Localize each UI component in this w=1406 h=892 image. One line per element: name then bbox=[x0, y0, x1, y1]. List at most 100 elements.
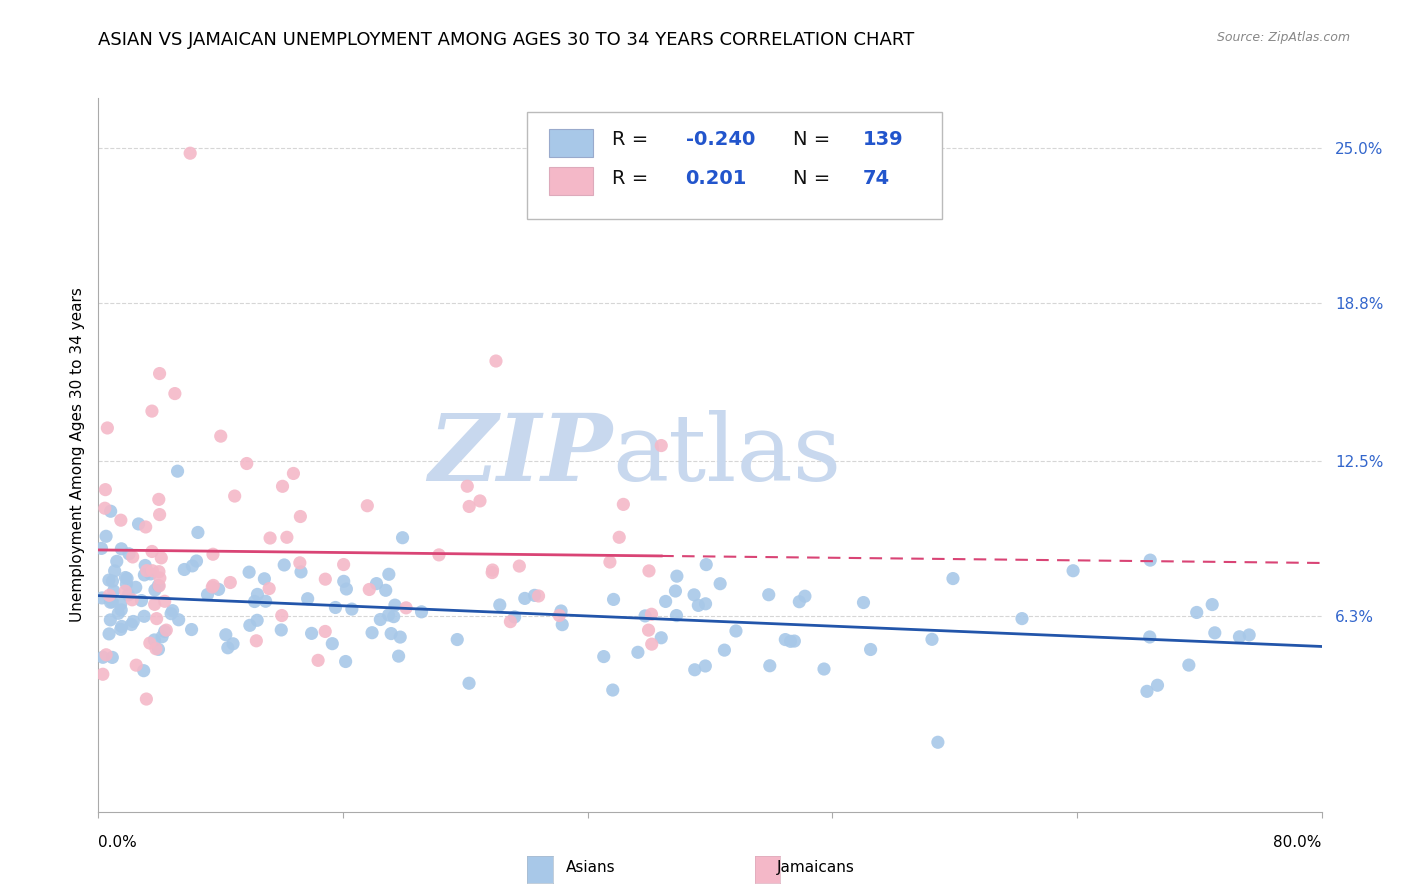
Point bbox=[150, 630, 173, 644]
Point bbox=[290, 565, 312, 579]
Point bbox=[548, 608, 571, 623]
Point bbox=[637, 623, 659, 637]
Point bbox=[301, 626, 323, 640]
Text: ASIAN VS JAMAICAN UNEMPLOYMENT AMONG AGES 30 TO 34 YEARS CORRELATION CHART: ASIAN VS JAMAICAN UNEMPLOYMENT AMONG AGE… bbox=[98, 31, 915, 49]
Point bbox=[1201, 598, 1223, 612]
Point bbox=[224, 489, 246, 503]
Point bbox=[758, 588, 780, 602]
Point bbox=[1185, 606, 1208, 620]
Point bbox=[141, 544, 163, 558]
Point bbox=[134, 609, 156, 624]
Point bbox=[602, 592, 624, 607]
Point bbox=[91, 650, 114, 665]
Point bbox=[378, 567, 401, 582]
Text: R =: R = bbox=[612, 169, 661, 187]
FancyBboxPatch shape bbox=[548, 167, 592, 195]
Point bbox=[366, 576, 388, 591]
Point bbox=[118, 547, 141, 561]
Point bbox=[665, 608, 688, 623]
Point bbox=[314, 572, 336, 586]
Point bbox=[641, 637, 664, 651]
Point bbox=[359, 582, 381, 597]
Point bbox=[654, 594, 676, 608]
Point bbox=[197, 588, 219, 602]
Point bbox=[222, 637, 245, 651]
Point bbox=[217, 640, 239, 655]
Point bbox=[94, 501, 117, 516]
Point bbox=[135, 692, 157, 706]
Point bbox=[187, 525, 209, 540]
Point bbox=[98, 595, 121, 609]
Point bbox=[180, 623, 202, 637]
Point bbox=[215, 628, 238, 642]
Point bbox=[239, 618, 262, 632]
Point bbox=[201, 580, 224, 594]
Point bbox=[110, 597, 132, 611]
Point bbox=[335, 655, 357, 669]
Point bbox=[709, 576, 731, 591]
Point bbox=[388, 649, 411, 664]
Point bbox=[456, 479, 478, 493]
Point bbox=[634, 608, 657, 623]
Point bbox=[297, 591, 319, 606]
Point bbox=[592, 649, 614, 664]
Point bbox=[114, 584, 136, 599]
Point bbox=[688, 599, 710, 613]
Point bbox=[273, 558, 295, 572]
Point bbox=[377, 607, 399, 622]
Point bbox=[650, 631, 672, 645]
Point bbox=[254, 594, 277, 608]
Point bbox=[395, 600, 418, 615]
Point bbox=[97, 573, 120, 587]
Point bbox=[143, 597, 166, 611]
FancyBboxPatch shape bbox=[548, 128, 592, 157]
Point bbox=[145, 641, 167, 656]
Point bbox=[103, 583, 125, 598]
Point bbox=[148, 579, 170, 593]
Point bbox=[695, 659, 717, 673]
Point bbox=[257, 582, 280, 596]
Point bbox=[101, 650, 124, 665]
Point bbox=[627, 645, 650, 659]
Point bbox=[468, 494, 491, 508]
Point bbox=[148, 565, 170, 579]
Point bbox=[139, 636, 162, 650]
Point bbox=[148, 492, 170, 507]
Point bbox=[485, 354, 508, 368]
Point bbox=[859, 642, 882, 657]
Point bbox=[110, 513, 132, 527]
Point bbox=[1011, 612, 1033, 626]
Point bbox=[120, 617, 142, 632]
FancyBboxPatch shape bbox=[526, 112, 942, 219]
Point bbox=[384, 598, 406, 612]
Text: N =: N = bbox=[793, 130, 837, 149]
Point bbox=[96, 421, 118, 435]
Point bbox=[253, 572, 276, 586]
Point bbox=[134, 568, 156, 582]
Point bbox=[271, 479, 294, 493]
Point bbox=[314, 624, 336, 639]
Text: 80.0%: 80.0% bbox=[1274, 836, 1322, 850]
Point bbox=[153, 594, 176, 608]
Point bbox=[775, 632, 797, 647]
Point bbox=[602, 683, 624, 698]
Text: 74: 74 bbox=[863, 169, 890, 187]
Point bbox=[160, 607, 183, 621]
Point bbox=[290, 509, 312, 524]
Point bbox=[695, 597, 717, 611]
Point bbox=[179, 146, 201, 161]
Point bbox=[599, 555, 621, 569]
Point bbox=[149, 508, 172, 522]
Point bbox=[499, 615, 522, 629]
Point bbox=[307, 653, 329, 667]
Point bbox=[665, 569, 688, 583]
Point bbox=[1204, 625, 1226, 640]
Point bbox=[481, 566, 503, 580]
Point bbox=[245, 633, 267, 648]
Point bbox=[332, 574, 354, 589]
Point bbox=[942, 572, 965, 586]
Point bbox=[155, 623, 177, 637]
Point bbox=[173, 562, 195, 576]
Point bbox=[121, 592, 143, 607]
Point bbox=[427, 548, 450, 562]
